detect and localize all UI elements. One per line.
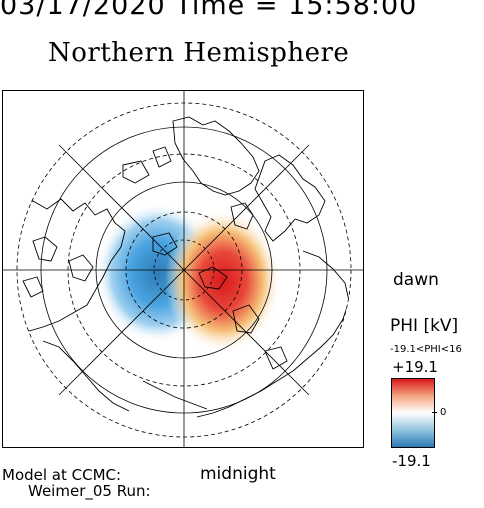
colorbar-max-label: +19.1	[392, 358, 438, 376]
colorbar-zero-tick	[432, 412, 437, 413]
colorbar	[391, 378, 435, 448]
colorbar-min-label: -19.1	[392, 452, 431, 470]
model-run-line: Weimer_05 Run:	[28, 482, 151, 500]
colorbar-zero-label: 0	[440, 407, 447, 418]
coastlines	[17, 116, 350, 418]
midnight-label: midnight	[200, 464, 276, 484]
model-credit-line: Model at CCMC:	[2, 466, 122, 484]
graticule	[3, 91, 363, 447]
polar-map	[2, 90, 364, 448]
polar-map-svg	[3, 91, 363, 447]
positive-potential-cell	[165, 209, 281, 353]
colorbar-title: PHI [kV]	[390, 316, 459, 336]
page-title: Northern Hemisphere	[48, 38, 350, 68]
colorbar-range-text: -19.1<PHI<16	[390, 344, 462, 355]
dawn-label: dawn	[393, 270, 439, 290]
date-time-header: 03/17/2020 Time = 15:58:00	[0, 0, 418, 21]
